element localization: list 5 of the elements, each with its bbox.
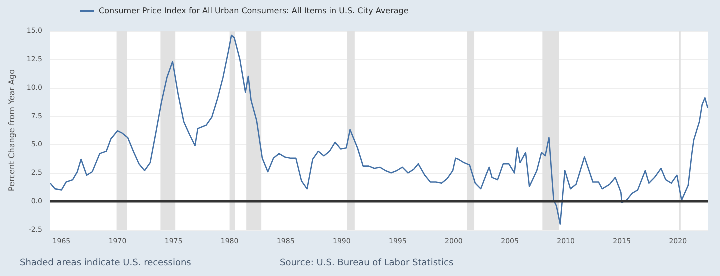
text: Shaded areas indicate U.S. recessions xyxy=(20,258,192,268)
legend-label: Consumer Price Index for All Urban Consumers: All Items in U.S. City Average xyxy=(99,6,409,16)
source-note: Source: U.S. Bureau of Labor Statistics xyxy=(280,258,454,268)
y-axis-title: Percent Change from Year Ago xyxy=(8,69,16,192)
line-series xyxy=(50,34,709,225)
